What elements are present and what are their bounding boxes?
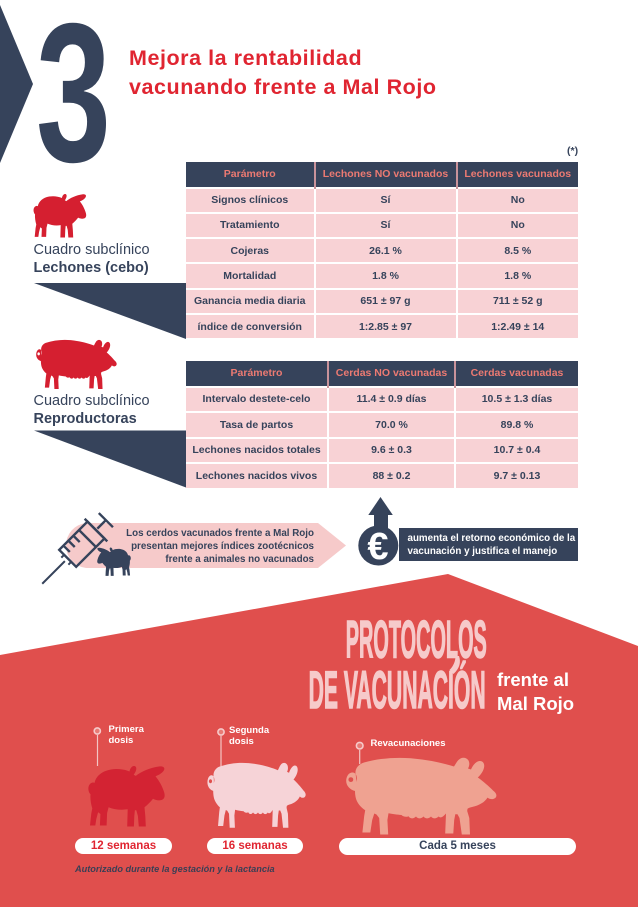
svg-text:PROTOCOLOS: PROTOCOLOS [346, 611, 487, 670]
svg-text:DE VACUNACIÓN: DE VACUNACIÓN [309, 660, 486, 720]
svg-text:€: € [367, 526, 388, 568]
